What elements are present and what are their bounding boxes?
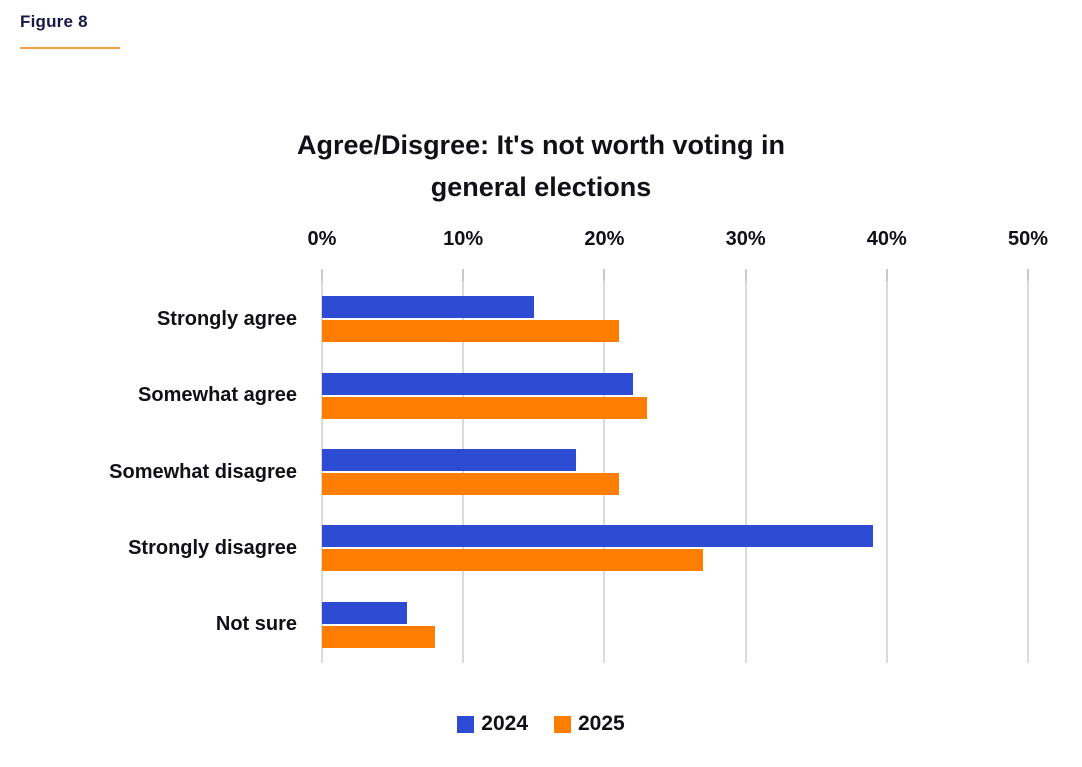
- x-axis-tick-label: 0%: [307, 228, 337, 250]
- gridline: [1027, 281, 1029, 663]
- x-axis-tick-label: 10%: [443, 228, 484, 250]
- category-axis: Strongly agree Somewhat agree Somewhat dis…: [0, 281, 310, 663]
- chart-title: Agree/Disgree: It's not worth voting in …: [0, 124, 1082, 208]
- axis-tick-mark: [885, 269, 888, 281]
- chart-title-line-1: Agree/Disgree: It's not worth voting in: [297, 130, 785, 160]
- legend-swatch-2024: [457, 715, 475, 733]
- legend-label: 2024: [481, 712, 528, 735]
- bar-row: [322, 281, 1028, 357]
- category-label: Somewhat agree: [138, 384, 297, 407]
- legend-swatch-2025: [554, 715, 571, 733]
- gridline: [462, 281, 465, 663]
- bar-2024: [322, 372, 633, 395]
- x-axis-tick-label: 40%: [866, 228, 907, 250]
- bar-row: [322, 510, 1028, 586]
- bar-2024: [322, 601, 407, 624]
- legend-item-2024: 2024: [457, 712, 528, 736]
- axis-tick-mark: [321, 269, 323, 281]
- bar-2024: [322, 296, 534, 319]
- category-label: Strongly agree: [156, 307, 297, 330]
- bar-2025: [322, 396, 647, 419]
- legend-item-2025: 2025: [554, 712, 625, 736]
- bars-layer: [322, 281, 1028, 663]
- bar-2024: [322, 525, 873, 548]
- axis-tick-mark: [1027, 269, 1029, 281]
- bar-2025: [322, 320, 619, 343]
- bar-row: [322, 434, 1028, 510]
- figure-accent-underline: [20, 47, 120, 49]
- axis-tick-mark: [744, 269, 747, 281]
- x-axis-tick-label: 30%: [725, 228, 766, 250]
- bar-2025: [322, 549, 704, 572]
- gridline: [885, 281, 888, 663]
- category-label: Not sure: [215, 613, 297, 636]
- plot-area: 0% 10% 20% 30% 40% 50%: [308, 228, 1048, 663]
- gridline: [744, 281, 747, 663]
- legend: 2024 2025: [0, 712, 1082, 736]
- x-axis-tick-label: 20%: [584, 228, 625, 250]
- bar-row: [322, 587, 1028, 663]
- figure-label: Figure 8: [20, 12, 88, 31]
- category-label: Somewhat disagree: [109, 460, 297, 483]
- x-axis-tick-label: 50%: [1007, 228, 1049, 250]
- gridline: [603, 281, 606, 663]
- gridline: [321, 281, 323, 663]
- axis-tick-mark: [603, 269, 606, 281]
- legend-label: 2025: [578, 712, 625, 735]
- bar-row: [322, 357, 1028, 433]
- axis-tick-mark: [462, 269, 465, 281]
- category-label: Strongly disagree: [128, 536, 297, 559]
- bar-2024: [322, 449, 577, 472]
- bar-2025: [322, 473, 619, 496]
- bar-2025: [322, 625, 435, 648]
- chart-title-line-2: general elections: [430, 172, 652, 202]
